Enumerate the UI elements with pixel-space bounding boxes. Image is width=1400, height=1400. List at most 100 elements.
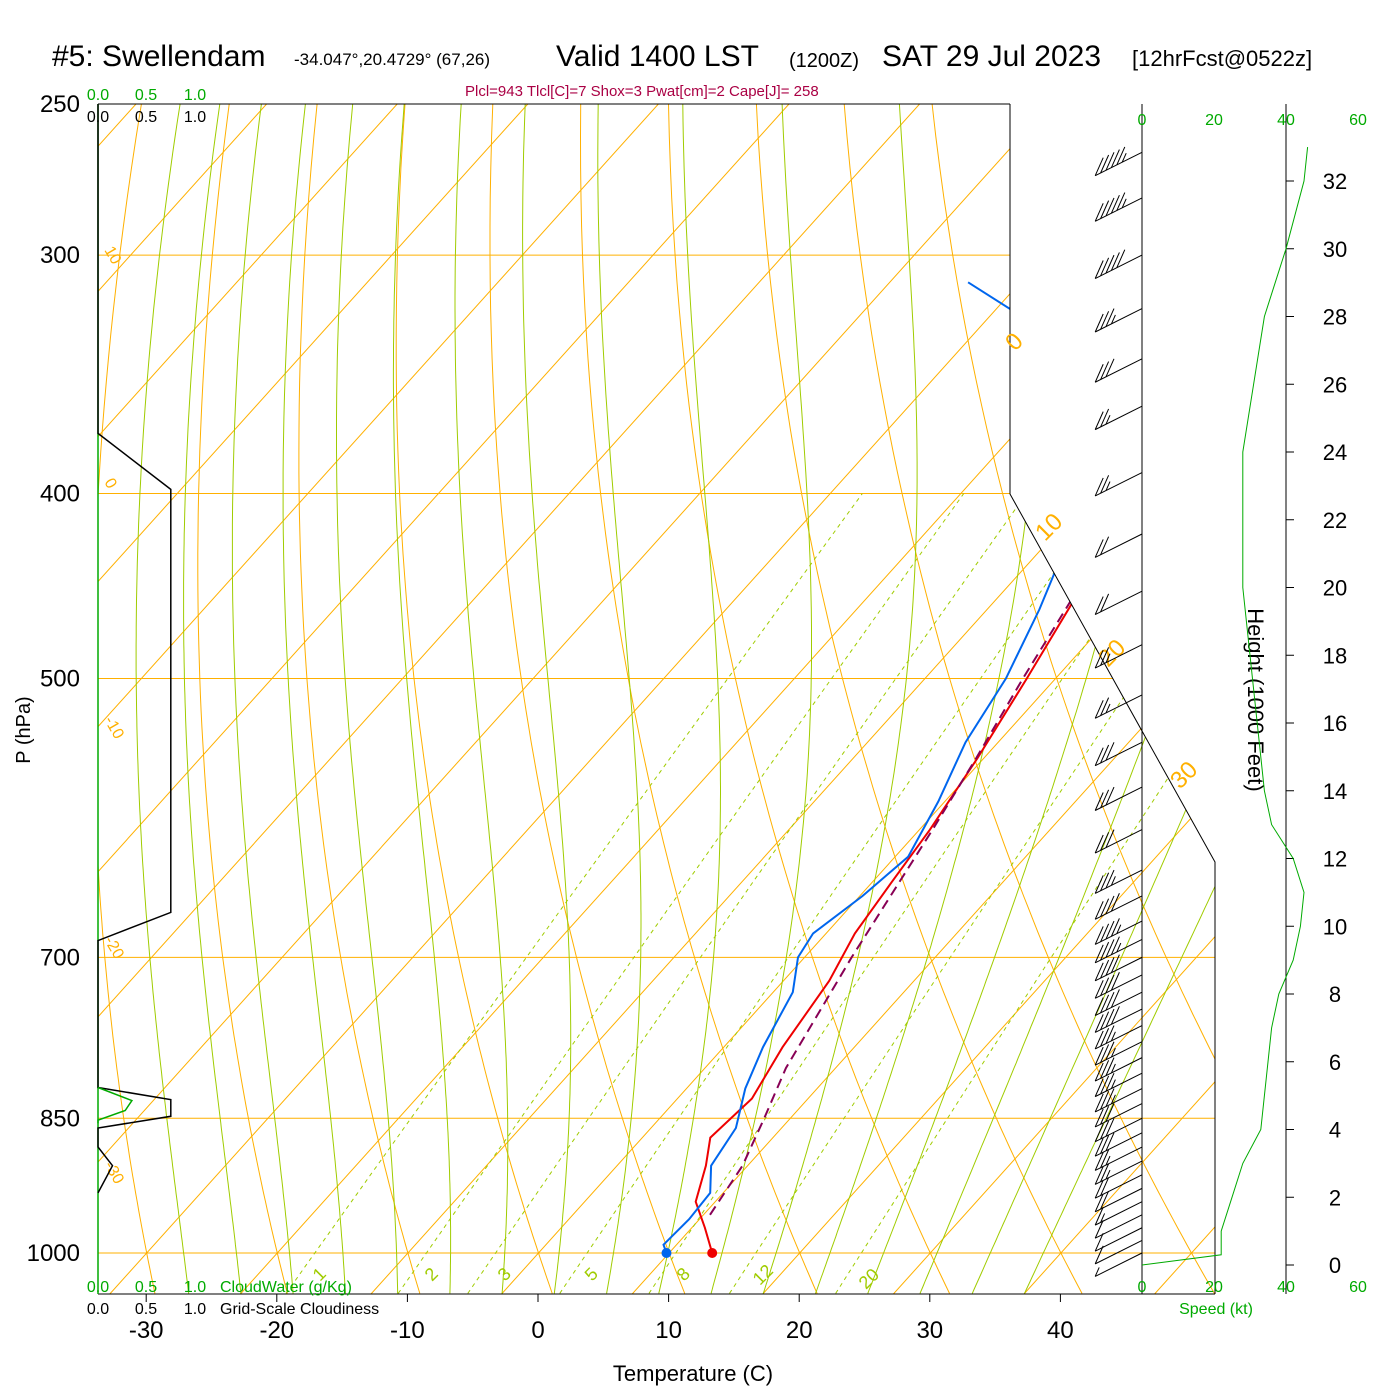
wind-barb-flag [1100, 593, 1110, 613]
moist-adiabat [183, 104, 242, 1294]
wind-barb-staff [1094, 1041, 1143, 1066]
wind-barb [1094, 936, 1143, 964]
isotherm-label: 0 [1000, 328, 1029, 357]
wind-barb-flag [1100, 994, 1110, 1014]
wind-barb-flag [1100, 257, 1110, 277]
wind-barb-flag [1100, 977, 1110, 996]
cloudiness-legend: Grid-Scale Cloudiness [220, 1301, 379, 1318]
dry-adiabat [489, 104, 686, 1294]
wind-barb-half-flag [1121, 198, 1127, 209]
wind-barb-flag [1105, 308, 1115, 327]
wind-barb-staff [1094, 533, 1143, 558]
mixing-ratio-label: 20 [855, 1265, 883, 1293]
wind-barb-flag [1094, 1093, 1104, 1113]
wind-barb-flag [1094, 926, 1104, 945]
forecast-info: [12hrFcst@0522z] [1132, 46, 1313, 71]
wind-barb [1094, 869, 1143, 894]
wind-barb [1094, 308, 1143, 333]
pressure-tick-label: 850 [40, 1105, 80, 1132]
cloudwater-scale-top: 0.5 [135, 87, 157, 104]
wind-barb-staff [1094, 1160, 1143, 1185]
wind-barb-flag [1116, 249, 1126, 268]
mixing-ratio-line [729, 493, 1215, 1294]
wind-barb-flag [1105, 786, 1115, 806]
wind-barb [1094, 786, 1143, 811]
moist-adiabat [135, 104, 190, 1294]
isotherm-line [98, 104, 398, 1294]
wind-barb-flag [1094, 1220, 1104, 1239]
temperature-tick-label: 10 [655, 1317, 682, 1344]
pressure-tick-label: 250 [40, 91, 80, 118]
wind-barb [1094, 1146, 1143, 1171]
wind-barb-flag [1105, 1008, 1115, 1028]
wind-barb-flag [1100, 1163, 1110, 1182]
wind-barb-flag [1100, 1106, 1110, 1125]
wind-barb-flag [1110, 1006, 1120, 1025]
wind-barb-staff [1094, 1146, 1143, 1171]
wind-barb-flag [1094, 411, 1104, 430]
wind-barb-staff [1094, 1025, 1143, 1050]
wind-barb-staff [1094, 991, 1143, 1017]
wind-barb-staff [1094, 308, 1143, 333]
wind-barb-half-flag [1116, 924, 1122, 934]
temperature-tick-label: -20 [259, 1317, 294, 1344]
dry-adiabat [395, 104, 553, 1294]
wind-barb-half-flag [1100, 1213, 1106, 1223]
wind-speed-profile [1141, 147, 1309, 1266]
wind-barb-staff [1094, 1132, 1143, 1157]
dry-adiabat [667, 104, 950, 1294]
x-axis-label: Temperature (C) [613, 1361, 773, 1386]
height-tick-label: 14 [1323, 779, 1347, 804]
surface-temperature-dot [707, 1248, 718, 1258]
height-tick-label: 28 [1323, 305, 1347, 330]
wind-barb-flag [1100, 1149, 1110, 1168]
wind-barb-half-flag [1105, 653, 1111, 663]
wind-barb-flag [1116, 146, 1126, 166]
wind-barb-half-flag [1105, 1169, 1111, 1180]
wind-barb [1094, 358, 1143, 383]
isotherm-label: 30 [1165, 756, 1203, 794]
wind-barb [1094, 918, 1143, 945]
wind-barb-half-flag [1105, 1155, 1111, 1166]
wind-barb-flag [1094, 539, 1104, 558]
wind-barb-flag [1100, 1177, 1110, 1196]
dry-adiabat [1188, 104, 1215, 1294]
dry-adiabat [754, 104, 1083, 1294]
wind-barb-staff [1094, 974, 1143, 999]
moist-adiabat [454, 104, 509, 1294]
speed-tick-top: 20 [1205, 112, 1223, 129]
wind-barb-staff [1094, 1214, 1143, 1239]
height-tick-label: 4 [1329, 1118, 1341, 1143]
wind-barb-flag [1110, 252, 1120, 271]
cloudwater-scale-top: 1.0 [184, 87, 206, 104]
wind-barb-flag [1100, 697, 1110, 716]
wind-barb-staff [1094, 590, 1143, 616]
wind-barb-staff [1094, 1008, 1143, 1033]
height-tick-label: 18 [1323, 643, 1347, 668]
wind-barb-flag [1094, 1030, 1104, 1050]
wind-barb-flag [1094, 1245, 1104, 1265]
wind-barb-flag [1094, 1108, 1104, 1128]
wind-barb-flag [1094, 944, 1104, 964]
height-tick-label: 2 [1329, 1185, 1341, 1210]
mixing-ratio-line [467, 493, 1027, 1294]
isotherm-label: 10 [101, 244, 125, 268]
wind-barb-staff [1094, 197, 1143, 222]
height-tick-label: 16 [1323, 711, 1347, 736]
moist-adiabat [336, 104, 399, 1294]
wind-barb-flag [1094, 1152, 1104, 1171]
wind-barb-flag [1094, 1062, 1104, 1082]
moist-adiabat [919, 104, 1215, 1294]
cloudwater-scale-bottom: 1.0 [184, 1279, 206, 1296]
cloudwater-profile [97, 1086, 134, 1124]
dry-adiabat [197, 104, 288, 1294]
cloudiness-scale-bottom: 1.0 [184, 1301, 206, 1318]
wind-barb-flag [1094, 1123, 1104, 1142]
wind-barb-flag [1094, 980, 1104, 999]
speed-tick-bottom: 60 [1349, 1279, 1367, 1296]
wind-barb-flag [1094, 834, 1104, 854]
wind-barb-flag [1110, 936, 1120, 955]
wind-barb-flag [1094, 997, 1104, 1016]
wind-barb-flag [1100, 311, 1110, 330]
